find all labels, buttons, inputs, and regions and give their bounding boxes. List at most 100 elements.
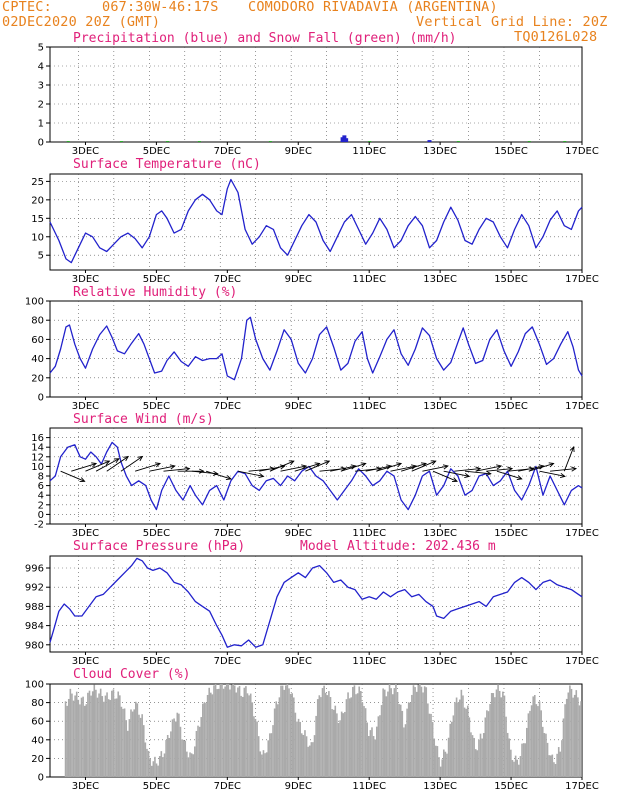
y-tick-label: 2 [38,500,44,511]
cloud-bar [462,695,464,777]
cloud-bar [286,684,289,777]
cloud-bar [291,693,293,777]
cloud-bar [406,708,408,777]
x-tick-label: 17DEC [565,274,599,285]
wind-arrow-head [569,446,575,453]
cloud-bar [209,692,212,777]
wind-arrow-head [91,462,98,468]
cloud-bar [484,717,487,777]
x-tick-label: 11DEC [352,274,386,285]
wind-arrow [134,463,161,472]
cloud-bar [310,742,313,777]
snow-bar [563,141,567,142]
cloud-bar [505,716,507,777]
cloud-bar [294,712,297,777]
cloud-bar [192,754,195,777]
cloud-bar [323,685,325,777]
y-tick-label: 0 [38,393,44,404]
x-tick-label: 13DEC [423,401,457,412]
cloud-bar [181,739,183,777]
cloud-bar [163,753,166,777]
cloud-bar [375,726,378,777]
panel-title-4: Surface Pressure (hPa) [73,539,245,554]
cloud-bar [186,751,188,777]
cloud-bar [575,690,578,777]
wind-arrow-head [386,464,393,470]
cloud-bar [495,689,498,777]
wind-arrow-head [79,477,86,483]
cloud-bar [184,740,187,777]
cloud-bar [189,752,191,777]
cloud-bar [104,695,107,777]
cloud-bar [241,696,244,777]
cloud-bar [361,702,364,777]
cloud-bar [233,685,236,777]
wind-arrow [411,460,436,472]
cloud-bar [257,736,260,777]
cloud-bar [222,688,225,777]
cloud-bar [139,717,142,777]
wind-arrow [443,470,470,477]
snow-bar [197,141,201,142]
snow-bar [456,141,460,142]
cloud-bar [248,695,250,777]
snow-bar [66,141,70,142]
cloud-bar [230,684,233,777]
wind-arrow [422,465,448,472]
cloud-bar [147,750,150,777]
cloud-bar [312,742,314,777]
x-tick-label: 5DEC [143,781,170,792]
y-tick-label: 14 [31,443,44,454]
x-tick-label: 3DEC [72,528,99,539]
wind-arrow [528,463,554,472]
cloud-bar [85,704,88,777]
x-tick-label: 7DEC [214,781,241,792]
y-tick-label: 40 [31,354,44,365]
x-tick-label: 7DEC [214,146,241,157]
cloud-bar [96,697,99,777]
wind-arrow [294,463,320,472]
cloud-bar [328,691,330,777]
wind-arrow-head [288,460,295,466]
y-tick-label: 10 [31,462,44,473]
wind-arrow [60,470,85,482]
cloud-bar [120,706,123,777]
cloud-bar [482,733,485,777]
x-tick-label: 7DEC [214,274,241,285]
cloud-bar [355,694,357,777]
x-tick-label: 3DEC [72,146,99,157]
x-tick-label: 9DEC [285,528,312,539]
cloud-bar [411,694,413,777]
cloud-bar [67,698,70,777]
cloud-bar [304,730,306,777]
cloud-bar [414,687,416,777]
cloud-bar [430,713,432,777]
cloud-bar [417,684,420,777]
cloud-bar [225,684,228,777]
cloud-bar [270,733,273,777]
cloud-bar [498,690,501,777]
cloud-bar [540,710,542,777]
wind-arrow [390,465,417,472]
cloud-bar [446,753,448,777]
cloud-bar [470,732,472,777]
panel-title-2: Relative Humidity (%) [73,285,237,300]
cloud-bar [101,696,104,777]
cloud-bar [98,693,100,777]
cloud-bar [99,688,102,777]
cloud-bar [549,755,552,777]
x-tick-label: 13DEC [423,274,457,285]
cloud-bar [235,692,238,777]
cloud-bar [166,734,169,777]
cloud-bar [519,756,522,777]
x-tick-label: 17DEC [565,401,599,412]
cloud-bar [348,698,351,777]
wind-arrow [95,458,120,472]
y-tick-label: 0 [38,138,44,149]
cloud-bar [109,699,112,777]
y-tick-label: 12 [31,452,44,463]
wind-arrow-head [350,464,357,470]
cloud-bar [533,695,536,777]
wind-arrow [149,465,175,472]
